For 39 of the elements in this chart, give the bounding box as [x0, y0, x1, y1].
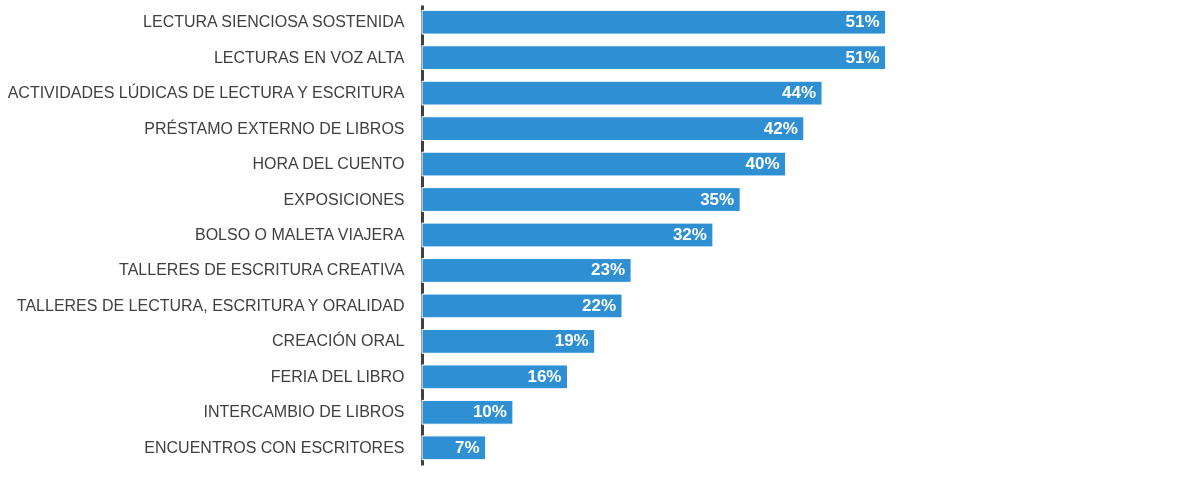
bar — [421, 258, 632, 283]
data-label: 7% — [455, 437, 480, 457]
data-label: 32% — [672, 225, 707, 244]
bar — [421, 435, 487, 461]
bar — [421, 399, 514, 425]
y-tick-label: TALLERES DE LECTURA, ESCRITURA Y ORALIDAD — [16, 296, 405, 314]
y-tick-label: EXPOSICIONES — [283, 190, 405, 208]
data-label: 16% — [527, 366, 562, 386]
y-tick-label: INTERCAMBIO DE LIBROS — [203, 403, 405, 421]
data-label: 42% — [763, 118, 798, 138]
bar — [421, 364, 568, 390]
y-tick-label: LECTURA SIENCIOSA SOSTENIDA — [143, 13, 405, 31]
bar — [421, 293, 623, 319]
bar — [421, 45, 887, 71]
data-label: 23% — [591, 260, 626, 280]
bar — [421, 222, 714, 248]
data-label: 44% — [781, 83, 816, 103]
bar — [421, 151, 787, 177]
y-tick-label: PRÉSTAMO EXTERNO DE LIBROS — [144, 118, 405, 137]
bar — [421, 9, 887, 35]
y-tick-label: ENCUENTROS CON ESCRITORES — [144, 438, 405, 456]
y-tick-label: CREACIÓN ORAL — [272, 331, 405, 350]
data-label: 40% — [745, 154, 780, 174]
bar — [421, 329, 596, 354]
y-tick-label: LECTURAS EN VOZ ALTA — [213, 48, 405, 66]
data-label: 10% — [472, 402, 507, 422]
data-label: 22% — [581, 295, 616, 315]
y-tick-label: BOLSO O MALETA VIAJERA — [194, 226, 405, 243]
bar — [421, 80, 823, 106]
data-label: 19% — [554, 331, 589, 351]
y-tick-label: ACTIVIDADES LÚDICAS DE LECTURA Y ESCRITURA — [7, 83, 405, 102]
data-label: 51% — [845, 47, 880, 67]
bar — [421, 116, 805, 141]
y-tick-label: HORA DEL CUENTO — [252, 155, 405, 173]
y-tick-label: FERIA DEL LIBRO — [270, 367, 405, 385]
bar — [421, 187, 741, 212]
y-tick-label: TALLERES DE ESCRITURA CREATIVA — [119, 261, 405, 279]
data-label: 51% — [845, 12, 880, 32]
data-label: 35% — [700, 189, 735, 209]
